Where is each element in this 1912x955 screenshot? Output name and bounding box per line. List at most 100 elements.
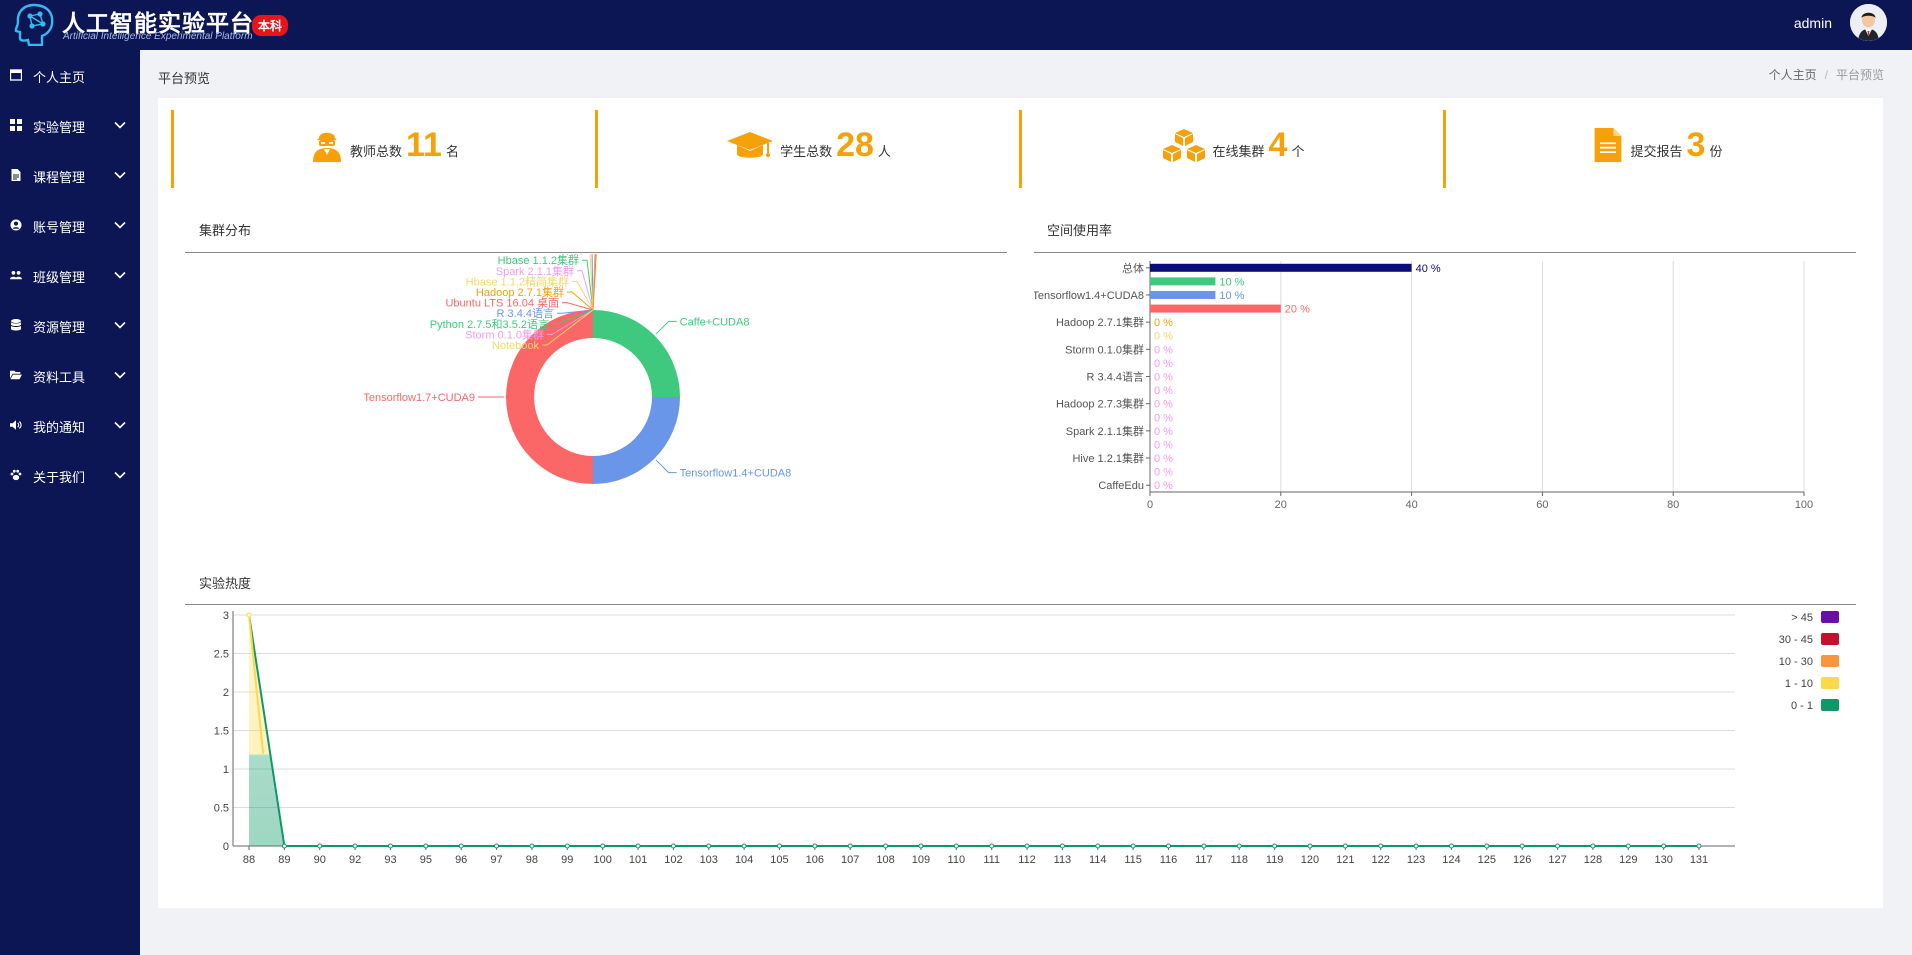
data-point[interactable]	[706, 843, 712, 849]
data-point[interactable]	[423, 843, 429, 849]
pie-label-line	[542, 309, 594, 346]
data-point[interactable]	[1448, 843, 1454, 849]
data-point[interactable]	[1590, 843, 1596, 849]
x-tick-label: 93	[384, 854, 396, 866]
data-point[interactable]	[246, 612, 252, 618]
x-tick-label: 114	[1089, 854, 1107, 866]
data-point[interactable]	[1201, 843, 1207, 849]
sidebar-item-home[interactable]: 个人主页	[0, 55, 140, 95]
sidebar-item-resources[interactable]: 资源管理	[0, 305, 140, 345]
x-tick-label: 101	[629, 854, 647, 866]
x-tick-label: 88	[243, 854, 255, 866]
chevron-down-icon[interactable]	[113, 218, 127, 232]
data-point[interactable]	[494, 843, 500, 849]
pie-slice[interactable]	[593, 310, 680, 397]
chevron-down-icon[interactable]	[113, 118, 127, 132]
chevron-down-icon[interactable]	[113, 418, 127, 432]
x-tick-label: 107	[841, 854, 859, 866]
sidebar-item-about[interactable]: 关于我们	[0, 455, 140, 495]
data-point[interactable]	[918, 843, 924, 849]
y-tick-label: Tensorflow1.4+CUDA8	[1034, 290, 1144, 302]
data-point[interactable]	[1661, 843, 1667, 849]
pie-slice[interactable]	[593, 397, 680, 484]
data-point[interactable]	[529, 843, 535, 849]
bar-value-label: 20 %	[1285, 304, 1310, 316]
stat-value: 11	[406, 126, 442, 164]
data-point[interactable]	[1519, 843, 1525, 849]
breadcrumb-link-home[interactable]: 个人主页	[1768, 68, 1817, 82]
data-point[interactable]	[776, 843, 782, 849]
legend-swatch[interactable]	[1821, 633, 1839, 645]
chevron-down-icon[interactable]	[113, 268, 127, 282]
data-point[interactable]	[1236, 843, 1242, 849]
bar-value-label: 0 %	[1154, 453, 1173, 465]
data-point[interactable]	[600, 843, 606, 849]
user-circle-icon	[10, 219, 22, 231]
data-point[interactable]	[1342, 843, 1348, 849]
avatar[interactable]	[1850, 4, 1887, 41]
data-point[interactable]	[352, 843, 358, 849]
data-point[interactable]	[1166, 843, 1172, 849]
data-point[interactable]	[1696, 843, 1702, 849]
data-point[interactable]	[1024, 843, 1030, 849]
data-point[interactable]	[1625, 843, 1631, 849]
sidebar-item-courses[interactable]: 课程管理	[0, 155, 140, 195]
data-point[interactable]	[1272, 843, 1278, 849]
bar-value-label: 0 %	[1154, 372, 1173, 384]
x-tick-label: 104	[735, 854, 753, 866]
x-tick-label: 99	[561, 854, 573, 866]
data-point[interactable]	[1307, 843, 1313, 849]
data-point[interactable]	[1378, 843, 1384, 849]
chevron-down-icon[interactable]	[113, 368, 127, 382]
bar[interactable]	[1150, 304, 1281, 313]
data-point[interactable]	[1555, 843, 1561, 849]
ai-head-logo-icon	[14, 3, 54, 46]
data-point[interactable]	[1095, 843, 1101, 849]
chevron-down-icon[interactable]	[113, 168, 127, 182]
x-tick-label: 109	[912, 854, 930, 866]
data-point[interactable]	[1484, 843, 1490, 849]
breadcrumb: 个人主页 / 平台预览	[1769, 66, 1884, 83]
x-tick-label: 89	[278, 854, 290, 866]
data-point[interactable]	[989, 843, 995, 849]
data-point[interactable]	[317, 843, 323, 849]
data-point[interactable]	[281, 843, 287, 849]
data-point[interactable]	[741, 843, 747, 849]
bar[interactable]	[1150, 263, 1412, 272]
bar[interactable]	[1150, 277, 1216, 286]
x-tick-label: 108	[876, 854, 894, 866]
data-point[interactable]	[387, 843, 393, 849]
data-point[interactable]	[635, 843, 641, 849]
data-point[interactable]	[812, 843, 818, 849]
pie-label: Hadoop 2.7.1集群	[476, 285, 564, 299]
legend-swatch[interactable]	[1821, 655, 1839, 667]
user-name[interactable]: admin	[1793, 15, 1832, 31]
x-tick-label: 100	[593, 854, 611, 866]
sidebar-item-tools[interactable]: 资料工具	[0, 355, 140, 395]
chevron-down-icon[interactable]	[113, 318, 127, 332]
legend-swatch[interactable]	[1821, 611, 1839, 623]
y-tick-label: 0	[223, 841, 229, 853]
sidebar-item-experiments[interactable]: 实验管理	[0, 105, 140, 145]
legend-swatch[interactable]	[1821, 699, 1839, 711]
pie-slice[interactable]	[506, 310, 593, 484]
data-point[interactable]	[564, 843, 570, 849]
bar-value-label: 0 %	[1154, 480, 1173, 492]
data-point[interactable]	[670, 843, 676, 849]
data-point[interactable]	[953, 843, 959, 849]
bar[interactable]	[1150, 290, 1216, 299]
sidebar-item-classes[interactable]: 班级管理	[0, 255, 140, 295]
data-point[interactable]	[458, 843, 464, 849]
data-point[interactable]	[1059, 843, 1065, 849]
data-point[interactable]	[847, 843, 853, 849]
legend-swatch[interactable]	[1821, 677, 1839, 689]
data-point[interactable]	[1413, 843, 1419, 849]
sidebar-item-label: 个人主页	[33, 70, 86, 85]
stat-unit: 名	[445, 144, 459, 159]
sidebar-item-notices[interactable]: 我的通知	[0, 405, 140, 445]
chevron-down-icon[interactable]	[113, 468, 127, 482]
users-icon	[10, 270, 22, 280]
data-point[interactable]	[883, 843, 889, 849]
data-point[interactable]	[1130, 843, 1136, 849]
sidebar-item-accounts[interactable]: 账号管理	[0, 205, 140, 245]
